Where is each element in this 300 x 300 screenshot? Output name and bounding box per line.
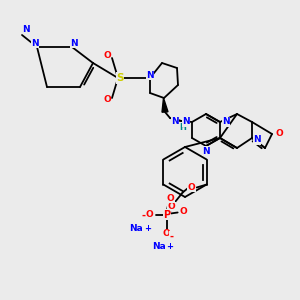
Text: N: N [22,25,30,34]
Text: O: O [168,202,176,211]
Text: O: O [103,95,111,104]
Text: N: N [70,38,78,47]
Text: N: N [222,118,230,127]
Text: O: O [188,183,196,192]
Text: O: O [275,130,283,139]
Text: O: O [103,52,111,61]
Text: O: O [180,207,188,216]
Text: +: + [144,224,151,233]
Text: -: - [142,211,146,220]
Text: Na: Na [152,242,166,251]
Text: N: N [182,118,190,127]
Text: N: N [253,136,261,145]
Text: N: N [202,146,210,155]
Text: +: + [166,242,173,251]
Text: O: O [146,210,154,219]
Text: O: O [167,194,175,203]
Text: P: P [163,209,170,220]
Text: Na: Na [129,224,142,233]
Text: N: N [171,118,179,127]
Text: S: S [116,73,124,83]
Text: -: - [170,232,174,242]
Text: N: N [146,70,154,80]
Text: H: H [180,124,186,133]
Polygon shape [162,98,168,112]
Text: O: O [163,229,170,238]
Text: N: N [31,38,39,47]
